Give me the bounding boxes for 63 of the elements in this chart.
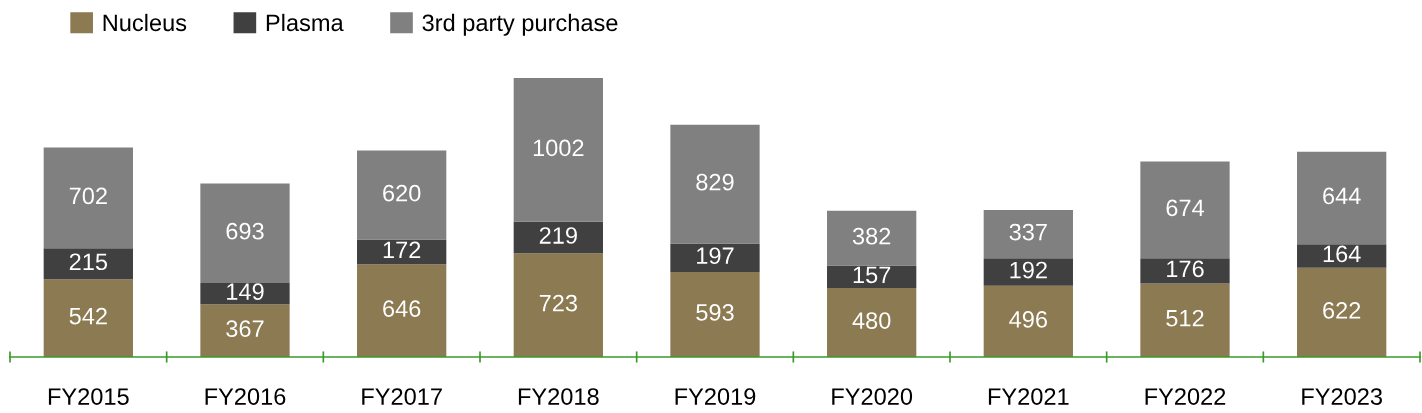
- data-label: 693: [226, 222, 264, 240]
- data-label: 382: [852, 227, 891, 245]
- data-label: 149: [227, 283, 264, 300]
- legend-label: Nucleus: [103, 13, 187, 32]
- x-tick-label: FY2019: [675, 388, 756, 405]
- bar: [357, 150, 447, 240]
- bar: [1140, 283, 1230, 357]
- data-label: 542: [69, 307, 107, 325]
- bar: [983, 285, 1073, 357]
- x-tick-label: FY2020: [832, 388, 913, 405]
- data-label: 620: [383, 184, 421, 202]
- bar: [1297, 267, 1387, 357]
- data-label: 337: [1009, 223, 1047, 241]
- data-label: 646: [383, 300, 421, 317]
- legend-label: 3rd party purchase: [422, 13, 618, 36]
- bar: [513, 221, 603, 254]
- bar: [513, 78, 603, 222]
- bar: [1140, 161, 1230, 259]
- bar: [1297, 151, 1387, 245]
- bar: [827, 210, 917, 266]
- bar: [200, 304, 290, 357]
- data-label: 157: [853, 266, 891, 284]
- bar: [670, 243, 760, 272]
- data-label: 480: [852, 312, 891, 329]
- bar: [43, 279, 133, 357]
- data-label: 702: [69, 187, 107, 205]
- bar: [983, 209, 1073, 259]
- data-label: 674: [1166, 199, 1205, 217]
- data-label: 1002: [533, 139, 584, 157]
- x-tick-label: FY2015: [48, 388, 129, 405]
- data-label: 622: [1323, 301, 1361, 319]
- x-tick-label: FY2021: [988, 388, 1069, 405]
- bar: [357, 264, 447, 357]
- x-tick-label: FY2022: [1145, 388, 1226, 405]
- data-label: 215: [69, 253, 108, 271]
- data-label: 593: [696, 304, 734, 321]
- bar: [670, 124, 760, 244]
- data-label: 723: [539, 294, 577, 312]
- data-label: 197: [697, 247, 734, 265]
- data-label: 172: [383, 241, 421, 259]
- data-label: 192: [1010, 261, 1047, 279]
- bar: [43, 147, 133, 249]
- bar: [1297, 244, 1387, 268]
- data-label: 829: [696, 173, 734, 191]
- data-label: 176: [1167, 260, 1204, 278]
- bar: [1140, 258, 1230, 284]
- x-tick-label: FY2018: [518, 388, 599, 405]
- data-label: 164: [1323, 245, 1361, 263]
- legend-label: Plasma: [266, 13, 344, 32]
- bar: [670, 271, 760, 357]
- data-label: 367: [226, 320, 264, 337]
- bar: [827, 288, 917, 357]
- data-label: 219: [539, 227, 577, 244]
- x-tick-label: FY2023: [1302, 388, 1382, 405]
- x-tick-label: FY2017: [362, 388, 442, 405]
- bar: [43, 248, 133, 280]
- x-tick-label: FY2016: [205, 388, 286, 405]
- data-label: 644: [1323, 187, 1361, 205]
- data-label: 496: [1009, 311, 1047, 328]
- bar: [200, 183, 290, 283]
- bar: [513, 253, 603, 357]
- data-label: 512: [1166, 309, 1204, 327]
- bar: [983, 258, 1073, 286]
